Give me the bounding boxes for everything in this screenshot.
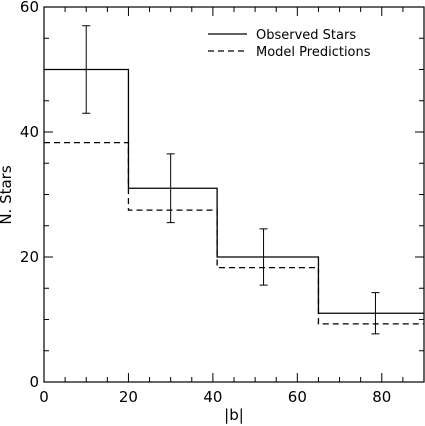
y-axis-label: N. Stars <box>0 165 15 225</box>
y-tick-label: 20 <box>20 248 39 266</box>
error-bar <box>166 153 175 224</box>
x-tick-label: 20 <box>119 388 138 406</box>
error-bar <box>82 25 91 114</box>
y-tick-label: 40 <box>20 123 39 141</box>
legend: Observed Stars Model Predictions <box>208 28 371 60</box>
series-group <box>44 25 424 335</box>
error-bar <box>371 292 380 335</box>
plot-area: 0 20 40 60 80 0 20 40 60 <box>20 0 425 406</box>
legend-label-observed-stars: Observed Stars <box>256 28 356 43</box>
x-tick-label: 0 <box>39 388 49 406</box>
x-axis-label: |b| <box>224 406 244 424</box>
error-bar <box>259 228 268 286</box>
y-tick-label: 60 <box>20 0 39 16</box>
x-tick-label: 80 <box>372 388 391 406</box>
plot-frame <box>43 6 425 383</box>
y-tick-label: 0 <box>29 373 39 391</box>
series-line-observed-stars <box>44 68 424 314</box>
legend-label-model-predictions: Model Predictions <box>256 45 371 60</box>
x-tick-label: 60 <box>288 388 307 406</box>
series-line-model-predictions <box>44 141 424 325</box>
x-tick-label: 40 <box>203 388 222 406</box>
